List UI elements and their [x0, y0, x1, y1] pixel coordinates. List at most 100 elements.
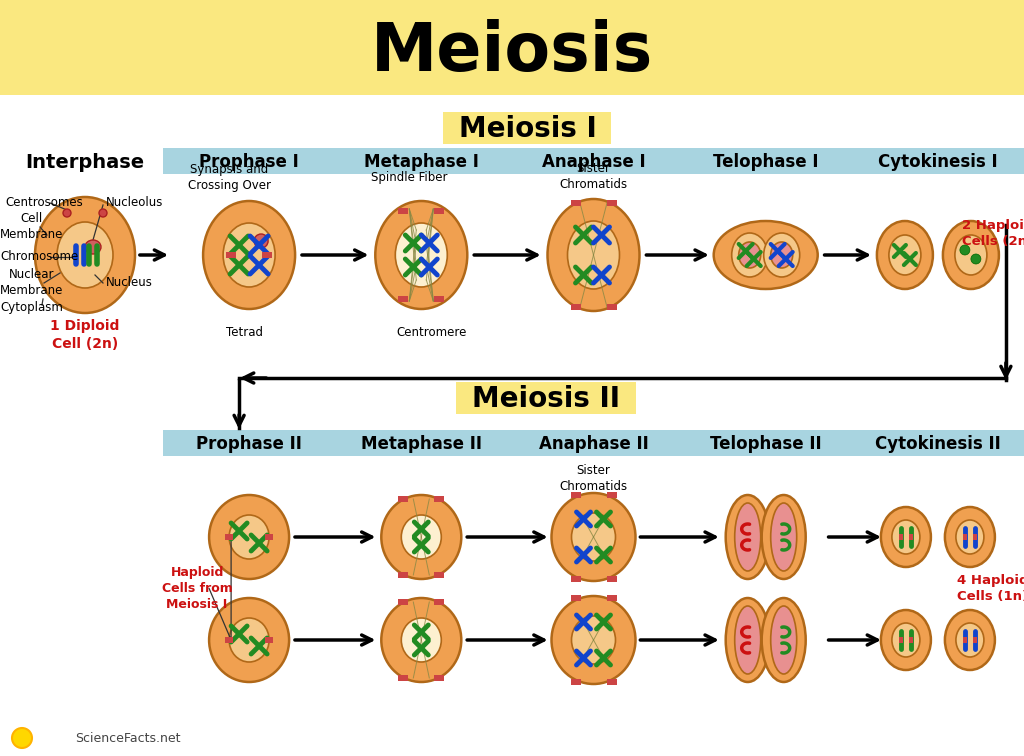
Bar: [570, 200, 581, 206]
Bar: [163, 148, 1024, 174]
Bar: [909, 534, 913, 540]
Ellipse shape: [732, 233, 768, 277]
Text: Centromere: Centromere: [396, 327, 467, 339]
Ellipse shape: [12, 728, 32, 748]
Bar: [606, 492, 616, 498]
Bar: [606, 595, 616, 601]
Bar: [265, 637, 273, 643]
Ellipse shape: [57, 222, 113, 288]
Ellipse shape: [734, 606, 761, 674]
Text: Cell
Membrane: Cell Membrane: [0, 212, 63, 241]
Text: Telophase I: Telophase I: [713, 153, 818, 171]
Bar: [163, 430, 1024, 456]
Bar: [398, 599, 409, 605]
Bar: [443, 112, 611, 144]
Ellipse shape: [376, 201, 467, 309]
Text: 4 Haploid
Cells (1n): 4 Haploid Cells (1n): [957, 574, 1024, 603]
Ellipse shape: [548, 199, 640, 311]
Bar: [398, 496, 409, 502]
Ellipse shape: [571, 513, 615, 561]
Text: Cytokinesis I: Cytokinesis I: [879, 153, 997, 171]
Bar: [606, 576, 616, 582]
Bar: [434, 496, 444, 502]
Text: Metaphase I: Metaphase I: [364, 153, 479, 171]
Text: Haploid
Cells from
Meiosis I: Haploid Cells from Meiosis I: [162, 566, 232, 611]
Ellipse shape: [771, 242, 793, 268]
Text: Meiosis II: Meiosis II: [472, 385, 620, 413]
Ellipse shape: [892, 520, 920, 554]
Ellipse shape: [552, 596, 636, 684]
Bar: [0, 0, 1024, 95]
Bar: [398, 675, 409, 681]
Ellipse shape: [945, 507, 995, 567]
Ellipse shape: [229, 618, 269, 662]
Ellipse shape: [203, 201, 295, 309]
Ellipse shape: [395, 223, 447, 287]
Bar: [434, 208, 444, 214]
Ellipse shape: [771, 503, 797, 571]
Bar: [973, 637, 977, 643]
Bar: [570, 595, 581, 601]
Ellipse shape: [726, 495, 770, 579]
Bar: [225, 534, 233, 540]
Ellipse shape: [734, 503, 761, 571]
Ellipse shape: [955, 623, 984, 657]
Bar: [963, 637, 967, 643]
Ellipse shape: [254, 234, 268, 248]
Text: Chromosome: Chromosome: [0, 250, 78, 264]
Bar: [262, 252, 272, 258]
Bar: [226, 252, 237, 258]
Bar: [570, 576, 581, 582]
Ellipse shape: [209, 598, 289, 682]
Ellipse shape: [762, 495, 806, 579]
Text: 1 Diploid
Cell (2n): 1 Diploid Cell (2n): [50, 319, 120, 351]
Text: Meiosis: Meiosis: [371, 19, 653, 85]
Bar: [398, 296, 409, 302]
Bar: [606, 304, 616, 310]
Bar: [398, 572, 409, 578]
Ellipse shape: [714, 221, 818, 289]
Ellipse shape: [764, 233, 800, 277]
Text: ScienceFacts.net: ScienceFacts.net: [75, 732, 180, 745]
Ellipse shape: [771, 606, 797, 674]
Bar: [434, 296, 444, 302]
Ellipse shape: [945, 610, 995, 670]
Text: Sister
Chromatids: Sister Chromatids: [559, 464, 628, 494]
Text: Metaphase II: Metaphase II: [360, 435, 482, 453]
Bar: [265, 534, 273, 540]
Text: Telophase II: Telophase II: [710, 435, 821, 453]
Text: Interphase: Interphase: [26, 153, 144, 172]
Text: Nuclear
Membrane: Nuclear Membrane: [0, 268, 63, 298]
Ellipse shape: [552, 493, 636, 581]
Ellipse shape: [726, 598, 770, 682]
Bar: [606, 679, 616, 685]
Text: Spindle Fiber: Spindle Fiber: [371, 171, 447, 184]
Bar: [973, 534, 977, 540]
Ellipse shape: [381, 598, 461, 682]
Ellipse shape: [99, 209, 106, 217]
Text: Anaphase II: Anaphase II: [539, 435, 648, 453]
Bar: [963, 534, 967, 540]
Ellipse shape: [63, 209, 71, 217]
Ellipse shape: [955, 235, 987, 275]
Ellipse shape: [223, 223, 275, 287]
Bar: [434, 572, 444, 578]
Bar: [899, 637, 903, 643]
Text: Nucleolus: Nucleolus: [106, 197, 164, 209]
Text: Prophase II: Prophase II: [197, 435, 302, 453]
Ellipse shape: [889, 235, 921, 275]
Text: Anaphase I: Anaphase I: [542, 153, 645, 171]
Ellipse shape: [401, 515, 441, 559]
Bar: [909, 637, 913, 643]
Bar: [434, 599, 444, 605]
Bar: [398, 208, 409, 214]
Ellipse shape: [892, 623, 920, 657]
Ellipse shape: [959, 245, 970, 255]
Bar: [0, 95, 1024, 756]
Bar: [434, 675, 444, 681]
Ellipse shape: [943, 221, 998, 289]
Ellipse shape: [567, 221, 620, 289]
Bar: [606, 200, 616, 206]
Ellipse shape: [738, 242, 761, 268]
Ellipse shape: [971, 254, 981, 264]
